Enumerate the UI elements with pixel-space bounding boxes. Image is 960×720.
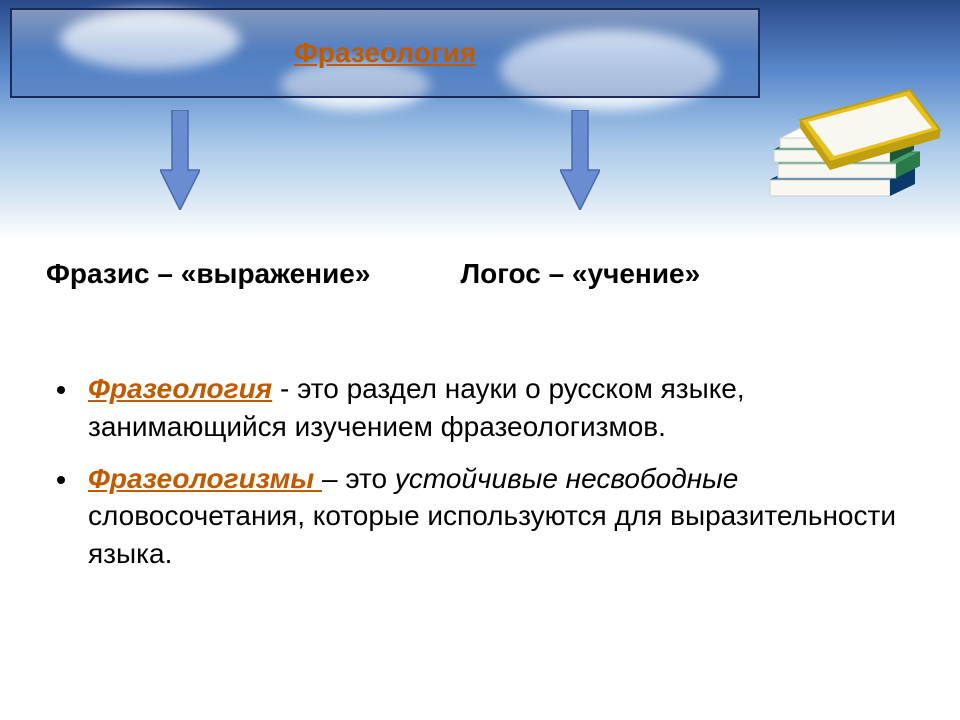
definition-keyword: Фразеология — [88, 373, 272, 404]
definition-item: Фразеологизмы – это устойчивые несвободн… — [80, 460, 930, 573]
slide-title: Фразеология — [294, 37, 476, 69]
term-logos: Логос – «учение» — [460, 258, 700, 290]
slide-title-box: Фразеология — [10, 8, 760, 98]
definition-list: Фразеология - это раздел науки о русском… — [60, 370, 930, 587]
arrow-down-left — [160, 110, 200, 210]
definition-sep: – это — [322, 463, 395, 494]
definition-italic: устойчивые несвободные — [395, 463, 738, 494]
etymology-terms-row: Фразис – «выражение» Логос – «учение» — [0, 258, 960, 290]
definition-keyword: Фразеологизмы — [88, 463, 322, 494]
arrow-down-right — [560, 110, 600, 210]
books-illustration — [750, 60, 950, 220]
term-phrasis: Фразис – «выражение» — [46, 258, 370, 290]
definition-item: Фразеология - это раздел науки о русском… — [80, 370, 930, 446]
definition-text: словосочетания, которые используются для… — [88, 500, 896, 569]
definition-sep: - — [272, 373, 297, 404]
